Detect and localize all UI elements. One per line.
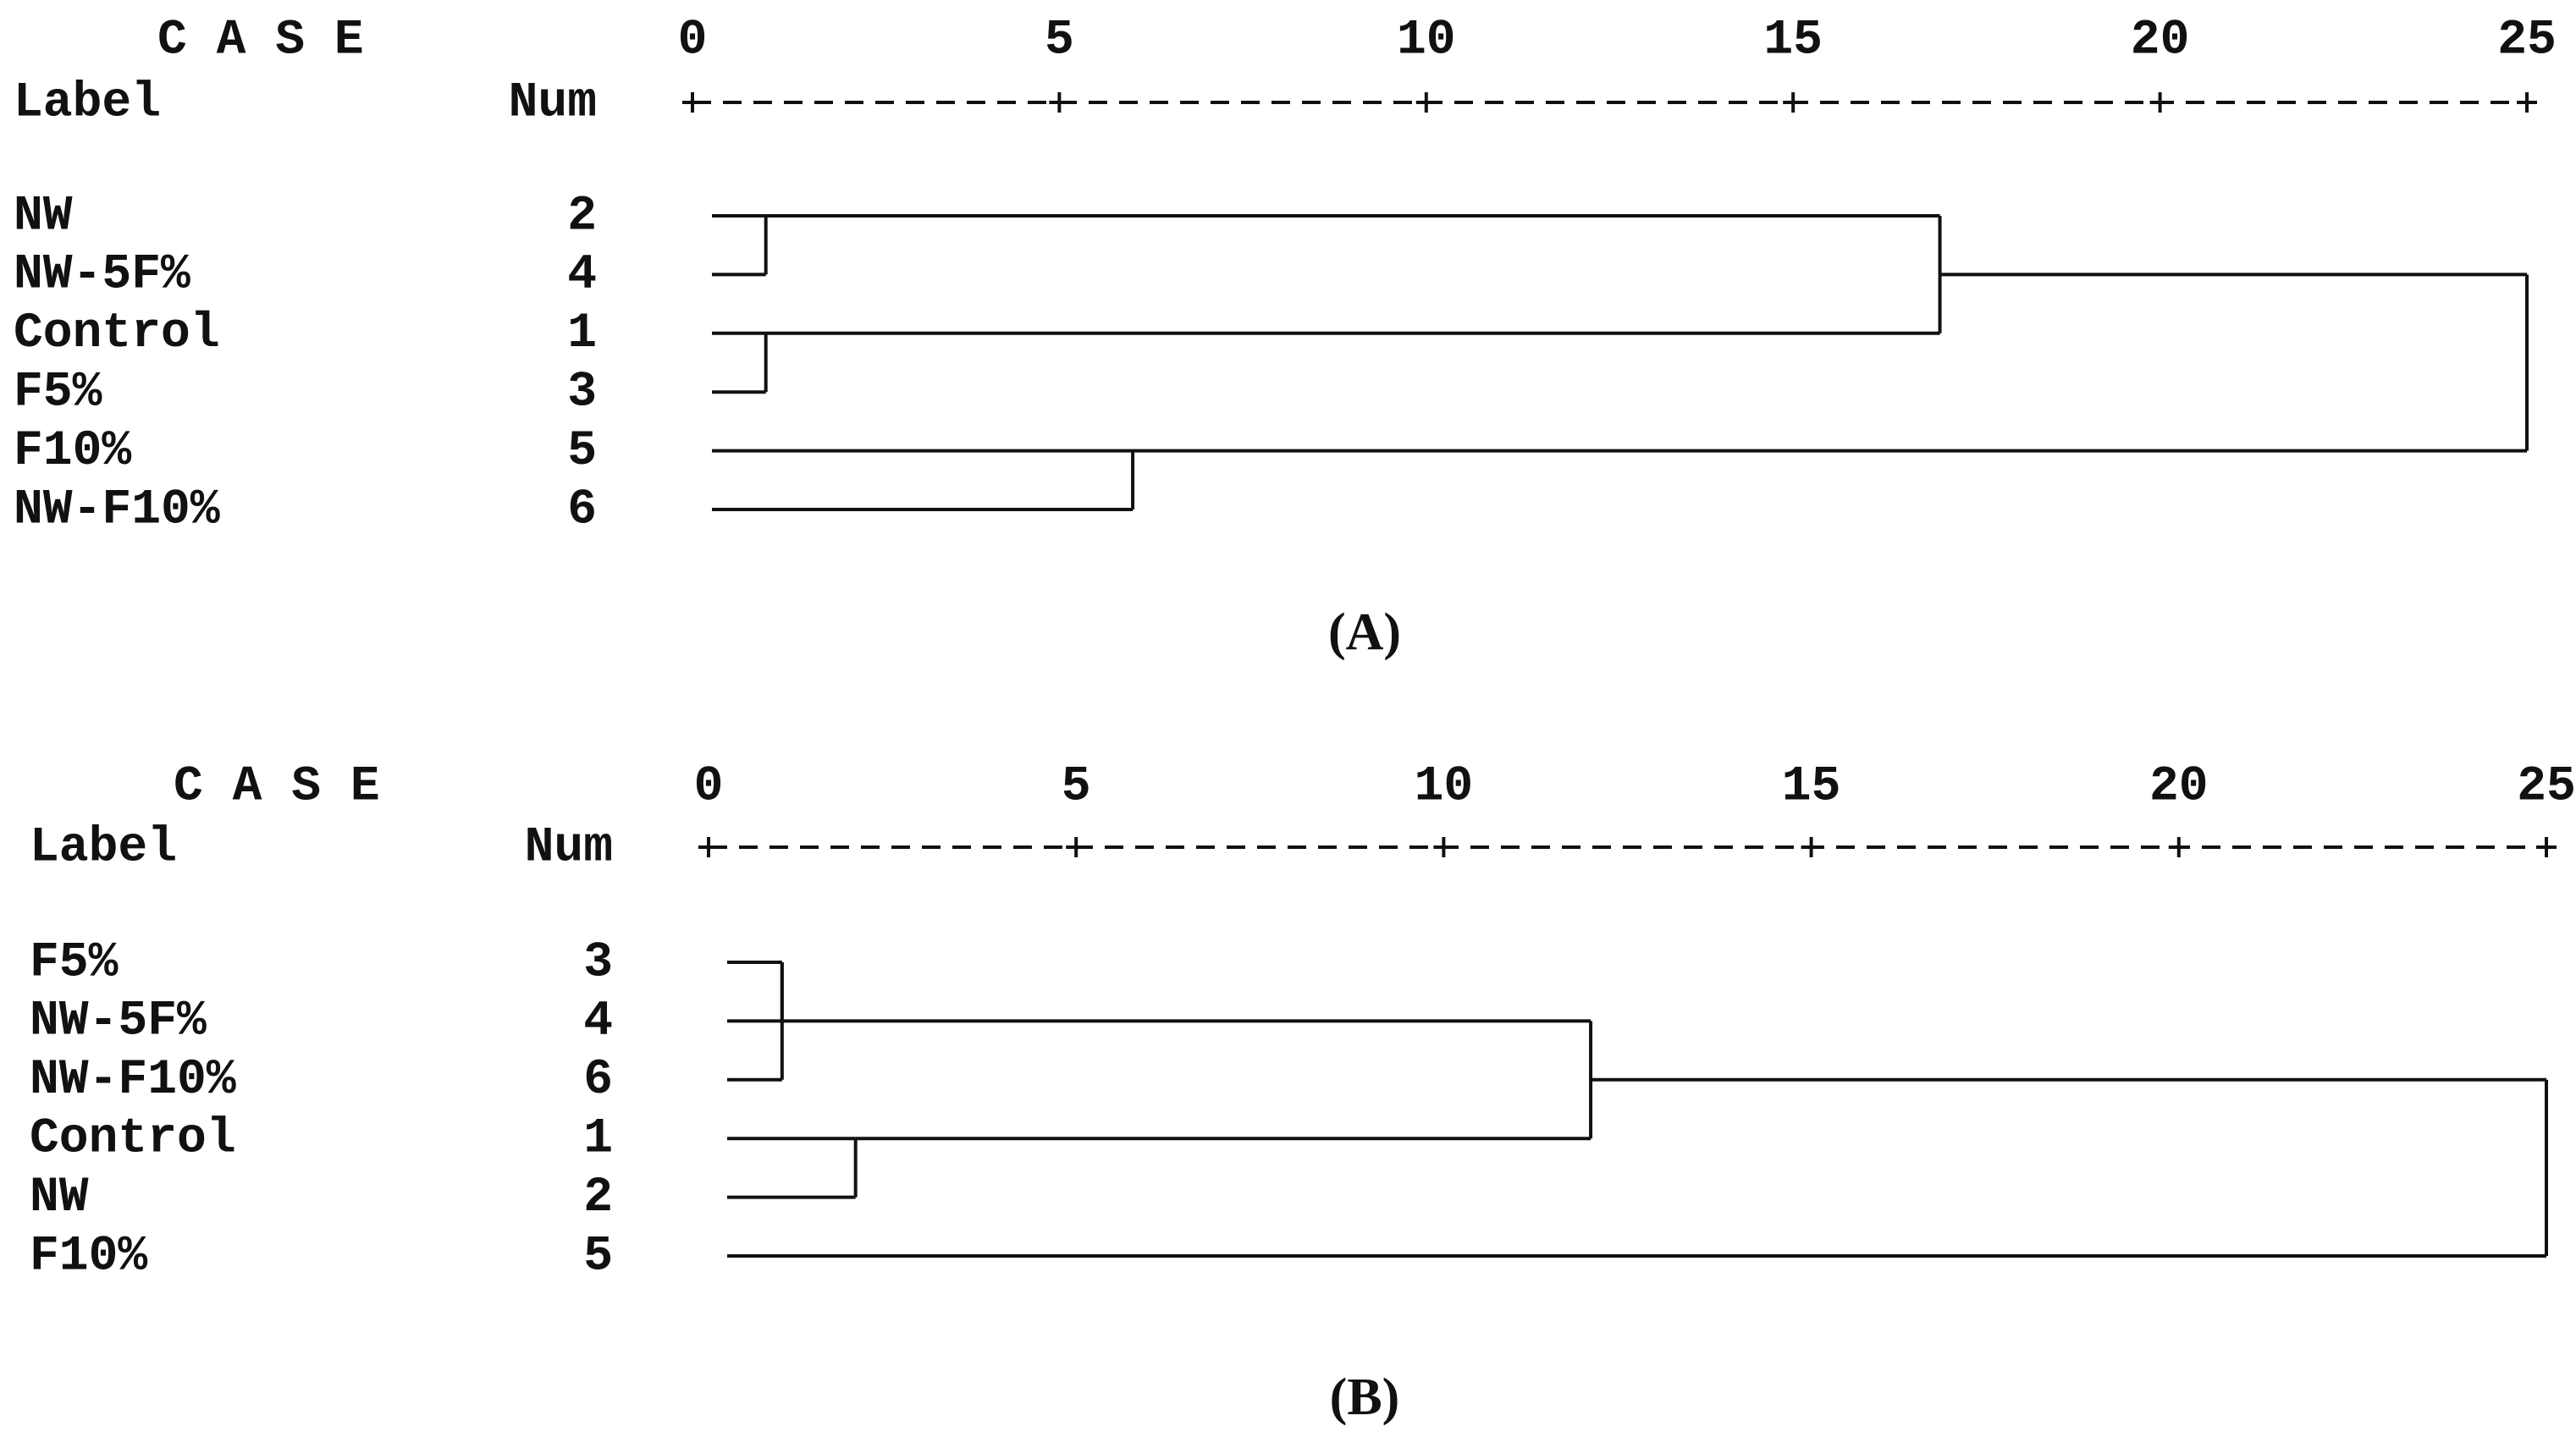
case-label: NW xyxy=(30,1170,89,1225)
x-tick-label: 20 xyxy=(2149,759,2209,814)
case-label: NW-5F% xyxy=(30,994,207,1049)
x-tick-label: 20 xyxy=(2131,13,2190,68)
x-tick-label: 5 xyxy=(1062,759,1091,814)
case-label: NW xyxy=(14,189,73,244)
x-tick-label: 25 xyxy=(2517,759,2576,814)
case-num: 3 xyxy=(583,935,613,990)
panel-label: (A) xyxy=(1328,603,1401,661)
case-num: 6 xyxy=(583,1053,613,1108)
x-tick-label: 5 xyxy=(1045,13,1074,68)
case-num: 4 xyxy=(567,248,597,303)
x-tick-label: 0 xyxy=(694,759,724,814)
x-tick-label: 25 xyxy=(2497,13,2557,68)
label-heading: Label xyxy=(30,820,177,875)
case-label: Control xyxy=(30,1112,236,1167)
case-label: F5% xyxy=(14,366,102,421)
x-tick-label: 15 xyxy=(1782,759,1841,814)
num-heading: Num xyxy=(525,820,613,875)
num-heading: Num xyxy=(509,75,597,130)
panel-label: (B) xyxy=(1330,1369,1400,1426)
case-num: 3 xyxy=(567,366,597,421)
case-num: 1 xyxy=(583,1112,613,1167)
case-num: 5 xyxy=(567,424,597,479)
case-num: 4 xyxy=(583,994,613,1049)
case-num: 1 xyxy=(567,306,597,361)
case-label: NW-5F% xyxy=(14,248,190,303)
case-num: 6 xyxy=(567,482,597,537)
case-label: Control xyxy=(14,306,220,361)
case-label: F5% xyxy=(30,935,119,990)
case-label: F10% xyxy=(14,424,131,479)
case-num: 2 xyxy=(583,1170,613,1225)
x-tick-label: 10 xyxy=(1397,13,1456,68)
case-label: F10% xyxy=(30,1229,147,1284)
x-tick-label: 10 xyxy=(1415,759,1474,814)
case-label: NW-F10% xyxy=(14,482,220,537)
case-num: 2 xyxy=(567,189,597,244)
label-heading: Label xyxy=(14,75,161,130)
case-heading: C A S E xyxy=(174,759,380,814)
x-tick-label: 15 xyxy=(1763,13,1823,68)
case-num: 5 xyxy=(583,1229,613,1284)
case-label: NW-F10% xyxy=(30,1053,236,1108)
x-tick-label: 0 xyxy=(678,13,708,68)
case-heading: C A S E xyxy=(157,13,364,68)
